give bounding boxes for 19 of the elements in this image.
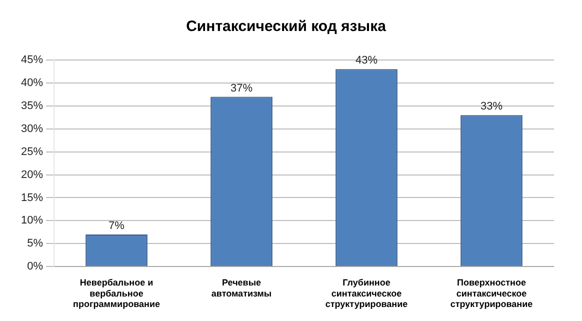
y-tick-label: 5% [27, 238, 44, 250]
data-label: 43% [355, 54, 378, 67]
data-label: 37% [230, 82, 253, 94]
y-tick-label: 0% [27, 260, 44, 273]
x-tick-label: Поверхностное синтаксическое структурирование [450, 277, 533, 310]
y-tick-label: 40% [20, 76, 44, 89]
x-tick-label: Невербальное и вербальное программирование [73, 277, 160, 310]
y-tick-label: 25% [20, 146, 44, 158]
chart-title: Синтаксический код языка [186, 18, 387, 36]
y-tick-label: 45% [20, 54, 44, 66]
x-tick-label: Глубинное синтаксическое структурирование [325, 277, 408, 310]
y-tick-label: 30% [20, 122, 44, 135]
data-label: 33% [480, 100, 503, 113]
x-tick-label: Речевые автоматизмы [211, 277, 272, 298]
y-tick-label: 20% [20, 168, 44, 181]
data-label: 7% [108, 220, 125, 232]
y-tick-label: 35% [20, 100, 44, 112]
y-tick-label: 15% [20, 192, 44, 204]
y-tick-label: 10% [20, 214, 44, 227]
